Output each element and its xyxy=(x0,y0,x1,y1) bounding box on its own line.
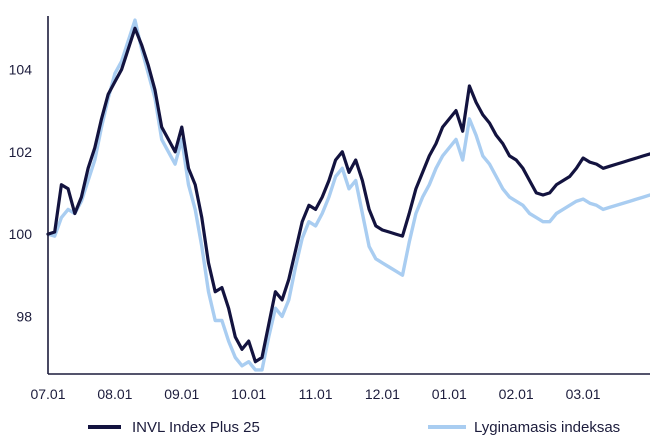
axis-layer xyxy=(47,16,650,375)
legend-label-benchmark: Lyginamasis indeksas xyxy=(474,419,620,435)
y-tick-label: 98 xyxy=(16,308,32,324)
y-tick-label: 102 xyxy=(9,144,33,160)
x-tick-label: 03.01 xyxy=(566,386,601,402)
x-tick-label: 11.01 xyxy=(299,386,333,402)
x-tick-label: 10.01 xyxy=(231,386,266,402)
y-tick-label: 104 xyxy=(9,62,33,78)
x-tick-label: 07.01 xyxy=(30,386,65,402)
series-layer xyxy=(46,18,650,372)
x-tick-label: 08.01 xyxy=(97,386,132,402)
x-tick-label: 02.01 xyxy=(499,386,534,402)
y-tick-label: 100 xyxy=(9,226,33,242)
x-tick-label: 12.01 xyxy=(365,386,400,402)
x-tick-label: 09.01 xyxy=(164,386,199,402)
legend: INVL Index Plus 25 Lyginamasis indeksas xyxy=(88,419,620,435)
legend-label-fund: INVL Index Plus 25 xyxy=(132,419,260,435)
x-tick-labels: 07.01 08.01 09.01 10.01 11.01 12.01 01.01 02.01… xyxy=(30,386,600,402)
x-tick-label: 01.01 xyxy=(432,386,467,402)
series-line-benchmark xyxy=(46,18,650,372)
y-tick-labels: 98 100 102 104 xyxy=(9,62,33,325)
series-line-fund xyxy=(46,26,650,364)
